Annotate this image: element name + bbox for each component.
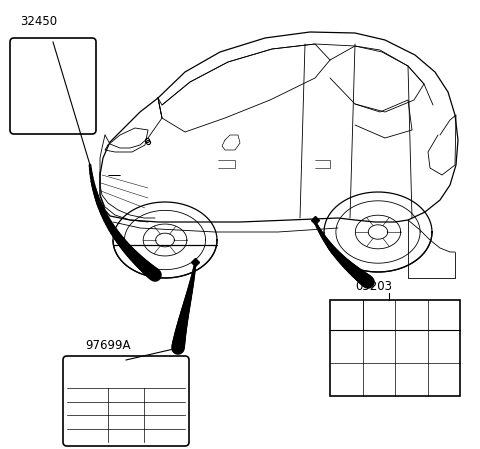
FancyBboxPatch shape bbox=[63, 356, 189, 446]
Bar bbox=[330, 300, 460, 396]
Text: 97699A: 97699A bbox=[85, 339, 131, 352]
FancyBboxPatch shape bbox=[10, 38, 96, 134]
Text: 32450: 32450 bbox=[20, 15, 57, 28]
Text: 05203: 05203 bbox=[355, 280, 392, 293]
